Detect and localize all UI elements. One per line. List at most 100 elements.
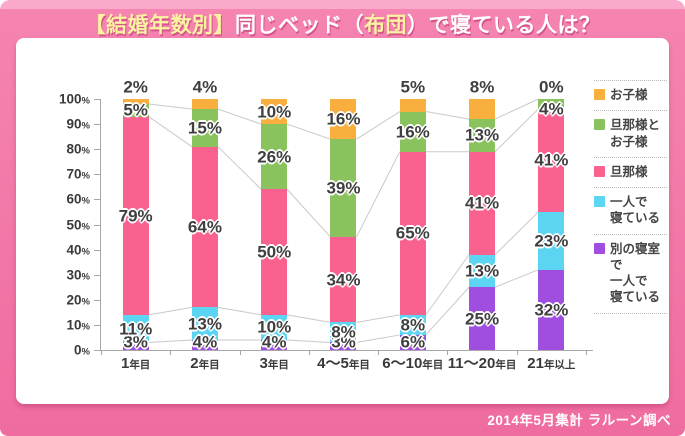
- stacked-bar: [330, 99, 357, 350]
- bar-value-label: 11%: [119, 319, 153, 339]
- x-label-suffix: 年目: [267, 359, 289, 371]
- title-part: ）で寝ている人は？: [407, 14, 601, 37]
- x-label-num: 6～10: [382, 355, 423, 372]
- bar-column: 25% 13% 41% 13% 8%: [447, 79, 516, 350]
- bar-segment: [122, 104, 149, 117]
- bar-value-label: 4%: [192, 332, 218, 352]
- bar-value-label: 79%: [118, 206, 153, 226]
- bar-segment: [330, 322, 357, 343]
- bar-segment: [330, 99, 357, 140]
- x-tick-label: 11～20年目: [447, 355, 517, 373]
- x-tick-label: 4～5年目: [309, 355, 378, 373]
- title-bar: 【結婚年数別】同じベッド（布団）で寝ている人は？: [0, 9, 685, 39]
- y-tick-mark: [94, 324, 100, 326]
- bar-value-label: 25%: [465, 309, 500, 329]
- title-part: 布団: [364, 14, 407, 37]
- bar-value-label: 4%: [539, 99, 564, 119]
- x-label-suffix: 年目: [198, 359, 220, 371]
- bar-value-label: 50%: [257, 242, 292, 262]
- y-tick-mark: [94, 174, 100, 176]
- bar-segment: [538, 109, 565, 212]
- bar-value-label: 34%: [326, 270, 361, 290]
- bar-value-label: 16%: [395, 122, 430, 142]
- stacked-bar: [191, 99, 218, 350]
- y-tick-label: 80%: [66, 141, 90, 157]
- y-tick-label: 50%: [66, 217, 90, 232]
- bar-value-label: 10%: [257, 102, 292, 122]
- legend-item: お子様: [594, 80, 667, 110]
- bar-value-label: 8%: [331, 322, 356, 342]
- bar-segment: [399, 334, 426, 350]
- x-tick-mark: [447, 350, 449, 355]
- bar-segment: [191, 146, 218, 308]
- bar-value-label: 32%: [534, 300, 569, 320]
- legend-item-label: お子様: [610, 88, 648, 102]
- bar-segment: [399, 111, 426, 152]
- y-tick-label: 30%: [66, 267, 90, 283]
- y-tick-label: 100%: [59, 91, 90, 107]
- x-label-num: 11～20: [447, 355, 496, 372]
- bar-segment: [399, 151, 426, 315]
- y-tick-label: 90%: [66, 116, 90, 132]
- bar-segment: [191, 99, 218, 110]
- legend-item-label: 一人で 寝ている: [610, 195, 661, 226]
- bar-value-label: 13%: [187, 314, 222, 334]
- bar-segment: [261, 339, 288, 350]
- bar-value-label: 8%: [400, 315, 426, 335]
- bar-segment: [122, 116, 149, 315]
- bar-segment: [330, 342, 357, 350]
- x-tick-mark: [308, 350, 310, 355]
- y-tick-mark: [94, 199, 100, 201]
- bar-column: 6% 8% 65% 16% 5%: [378, 79, 447, 351]
- x-label-num: 2: [190, 355, 199, 372]
- x-label-num: 21: [527, 355, 544, 372]
- y-tick-label: 0%: [74, 342, 90, 358]
- bar-segment: [538, 99, 565, 110]
- bar-value-label: 3%: [123, 332, 148, 352]
- legend-swatch: [594, 165, 605, 177]
- bar-segment: [330, 237, 357, 323]
- y-axis: 0% 10% 20% 30% 40% 50% 60% 70% 80% 90% 100%: [16, 92, 100, 358]
- legend-swatch: [594, 196, 605, 207]
- x-label-suffix: 年目: [129, 359, 151, 371]
- x-tick-mark: [239, 350, 241, 355]
- legend-item: 旦那様と お子様: [594, 110, 667, 157]
- y-tick-mark: [94, 274, 100, 276]
- bar-column: 4% 10% 50% 26% 10%: [240, 99, 309, 351]
- legend-swatch: [594, 119, 605, 131]
- chart-panel: 0% 10% 20% 30% 40% 50% 60% 70% 80% 90% 100% 3% 11% 7…: [16, 38, 669, 404]
- bar-value-label: 5%: [400, 77, 426, 97]
- x-label-suffix: 年目: [495, 359, 517, 371]
- bar-segment: [191, 339, 218, 350]
- legend-item: 別の寝室で 一人で 寝ている: [594, 233, 667, 314]
- bar-value-label: 0%: [539, 77, 564, 97]
- bar-segment: [469, 99, 496, 120]
- bar-value-label: 16%: [326, 109, 361, 129]
- x-tick-mark: [170, 350, 172, 355]
- bar-value-label: 5%: [123, 100, 148, 120]
- bar-column: 3% 8% 34% 39% 16%: [309, 99, 378, 351]
- y-tick-label: 10%: [66, 317, 90, 333]
- bar-column: 4% 13% 64% 15% 4%: [170, 79, 239, 352]
- stacked-bar: [469, 99, 496, 350]
- legend-item: 一人で 寝ている: [594, 187, 667, 234]
- bar-value-label: 23%: [534, 231, 569, 251]
- y-tick-label: 60%: [66, 191, 90, 207]
- bar-value-label: 41%: [465, 193, 500, 213]
- bar-value-label: 2%: [123, 77, 148, 97]
- x-tick-label: 6～10年目: [378, 355, 447, 373]
- title-part: 同じベッド（: [235, 14, 364, 37]
- bar-segment: [538, 269, 565, 350]
- x-axis-line: [100, 350, 593, 351]
- stacked-bar: [399, 99, 426, 350]
- bar-segment: [399, 314, 426, 335]
- bar-segment: [122, 314, 149, 343]
- bar-segment: [122, 342, 149, 350]
- x-tick-mark: [101, 350, 102, 355]
- y-tick-mark: [94, 299, 100, 301]
- x-label-num: 4～5: [317, 355, 349, 372]
- bar-value-label: 64%: [187, 217, 222, 237]
- bar-value-label: 26%: [257, 147, 292, 167]
- x-tick-label: 1年目: [101, 355, 170, 373]
